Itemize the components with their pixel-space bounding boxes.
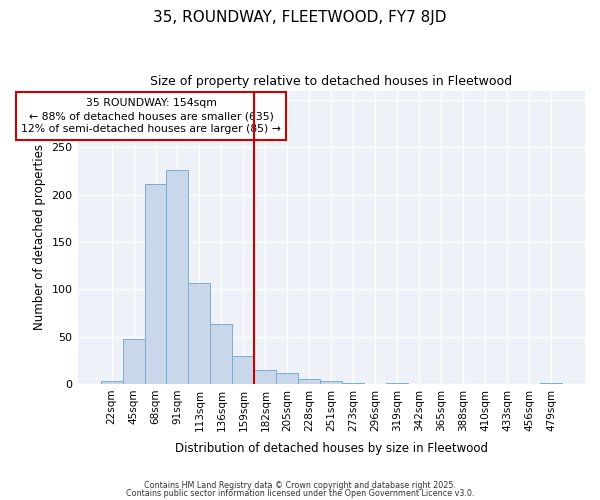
Bar	[342, 383, 364, 384]
Bar	[320, 381, 342, 384]
Title: Size of property relative to detached houses in Fleetwood: Size of property relative to detached ho…	[150, 75, 512, 88]
Bar	[298, 379, 320, 384]
Text: Contains public sector information licensed under the Open Government Licence v3: Contains public sector information licen…	[126, 488, 474, 498]
Bar	[188, 282, 211, 384]
Bar	[166, 170, 188, 384]
Bar	[277, 372, 298, 384]
Bar	[122, 340, 145, 384]
Bar	[101, 381, 122, 384]
X-axis label: Distribution of detached houses by size in Fleetwood: Distribution of detached houses by size …	[175, 442, 488, 455]
Y-axis label: Number of detached properties: Number of detached properties	[33, 144, 46, 330]
Bar	[211, 324, 232, 384]
Bar	[232, 356, 254, 384]
Bar	[386, 383, 408, 384]
Text: Contains HM Land Registry data © Crown copyright and database right 2025.: Contains HM Land Registry data © Crown c…	[144, 481, 456, 490]
Bar	[145, 184, 166, 384]
Text: 35, ROUNDWAY, FLEETWOOD, FY7 8JD: 35, ROUNDWAY, FLEETWOOD, FY7 8JD	[153, 10, 447, 25]
Bar	[254, 370, 277, 384]
Bar	[540, 383, 562, 384]
Text: 35 ROUNDWAY: 154sqm
← 88% of detached houses are smaller (635)
12% of semi-detac: 35 ROUNDWAY: 154sqm ← 88% of detached ho…	[21, 98, 281, 134]
